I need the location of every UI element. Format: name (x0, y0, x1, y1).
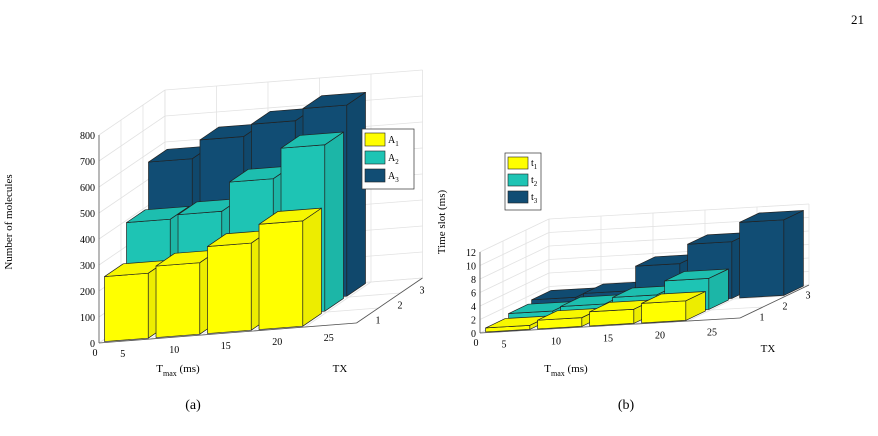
z-axis-label: Number of molecules (3, 174, 15, 269)
caption-b: (b) (617, 398, 635, 413)
x-tick-label: 15 (221, 341, 231, 352)
z-tick-label: 0 (471, 329, 476, 340)
bar-t3-25 (739, 210, 804, 299)
legend-swatch (364, 150, 386, 165)
bars (485, 210, 804, 333)
tx-tick-label: 2 (398, 301, 403, 312)
x-tick-label: 15 (603, 334, 613, 345)
z-axis-label: Time slot (ms) (436, 189, 448, 254)
x-tick-label: 5 (502, 340, 507, 351)
tx-tick-label: 2 (783, 302, 788, 313)
legend-swatch (507, 190, 529, 204)
bar-t1-20 (641, 291, 706, 324)
legend-label: A1 (388, 135, 399, 148)
z-tick-label: 700 (80, 157, 95, 168)
z-tick-label: 8 (471, 275, 476, 286)
bar-A1-20 (258, 207, 322, 330)
page-number: 21 (851, 12, 864, 27)
x-tick-label: 20 (272, 337, 282, 348)
tx-tick-label: 3 (806, 291, 811, 302)
z-tick-label: 400 (80, 235, 95, 246)
x-tick-label: 25 (707, 328, 717, 339)
z-tick-label: 12 (466, 248, 476, 259)
legend-label: t1 (531, 158, 538, 171)
y-axis-label: TX (761, 343, 776, 355)
legend-swatch (364, 132, 386, 147)
z-tick-label: 500 (80, 209, 95, 220)
x-tick-label: 5 (120, 349, 125, 360)
legend-label: t2 (531, 175, 538, 188)
x-tick-label: 0 (93, 348, 98, 359)
tx-tick-label: 1 (760, 313, 765, 324)
x-tick-label: 0 (474, 338, 479, 349)
z-tick-label: 10 (466, 262, 476, 273)
z-tick-label: 6 (471, 289, 476, 300)
tx-tick-label: 1 (376, 316, 381, 327)
legend-swatch (507, 173, 529, 187)
z-tick-label: 2 (471, 316, 476, 327)
tx-tick-label: 3 (420, 286, 425, 297)
x-tick-label: 10 (169, 345, 179, 356)
legend-label: A3 (388, 171, 399, 184)
legend-label: t3 (531, 192, 538, 205)
x-axis-label: Tmax (ms) (156, 363, 200, 378)
z-tick-label: 0 (90, 339, 95, 350)
bars (104, 91, 366, 342)
x-axis-label: Tmax (ms) (544, 363, 588, 378)
z-tick-label: 100 (80, 313, 95, 324)
x-tick-label: 20 (655, 331, 665, 342)
x-tick-label: 10 (551, 337, 561, 348)
x-tick-label: 25 (324, 333, 334, 344)
z-tick-label: 300 (80, 261, 95, 272)
legend-label: A2 (388, 153, 399, 166)
legend-swatch (507, 156, 529, 170)
z-tick-label: 200 (80, 287, 95, 298)
legend: t1 t2 t3 (504, 152, 542, 211)
legend: A1 A2 A3 (361, 128, 415, 190)
z-tick-label: 800 (80, 131, 95, 142)
caption-a: (a) (185, 398, 201, 413)
z-tick-label: 600 (80, 183, 95, 194)
y-axis-label: TX (333, 363, 348, 375)
legend-swatch (364, 168, 386, 183)
z-tick-label: 4 (471, 302, 476, 313)
